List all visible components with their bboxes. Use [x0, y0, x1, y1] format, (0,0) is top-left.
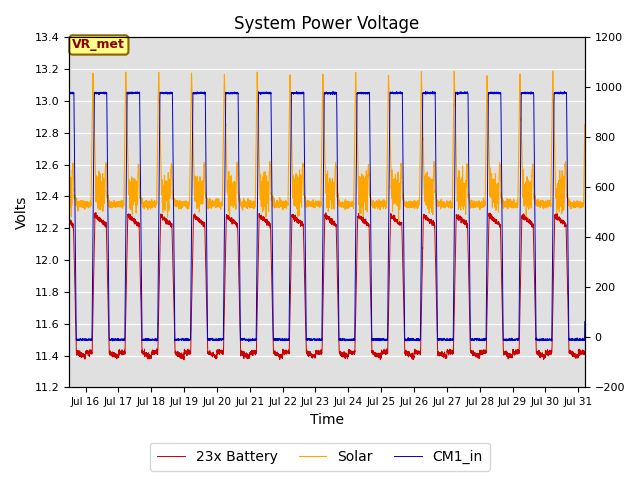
23x Battery: [490, 217, 497, 223]
CM1_in: [374, 336, 382, 342]
Solar: [395, 218, 403, 224]
23x Battery: [159, 214, 167, 220]
CM1_in: [245, 338, 253, 344]
23x Battery: [180, 357, 188, 363]
Legend: 23x Battery, Solar, CM1_in: 23x Battery, Solar, CM1_in: [150, 443, 490, 471]
Line: CM1_in: CM1_in: [69, 91, 585, 341]
23x Battery: [375, 353, 383, 359]
23x Battery: [401, 344, 408, 350]
Solar: [374, 204, 382, 209]
23x Battery: [65, 220, 73, 226]
Solar: [159, 191, 166, 196]
CM1_in: [401, 329, 408, 335]
Line: 23x Battery: 23x Battery: [69, 213, 585, 360]
CM1_in: [429, 88, 436, 94]
Solar: [401, 202, 408, 207]
CM1_in: [159, 90, 166, 96]
Title: System Power Voltage: System Power Voltage: [234, 15, 420, 33]
Solar: [65, 205, 73, 211]
23x Battery: [581, 351, 589, 357]
Solar: [581, 122, 589, 128]
Line: Solar: Solar: [69, 71, 585, 221]
23x Battery: [262, 218, 270, 224]
Y-axis label: Volts: Volts: [15, 196, 29, 229]
Text: VR_met: VR_met: [72, 38, 125, 51]
CM1_in: [490, 91, 497, 96]
23x Battery: [92, 210, 100, 216]
Solar: [262, 181, 270, 187]
X-axis label: Time: Time: [310, 413, 344, 427]
Solar: [490, 178, 497, 184]
23x Battery: [451, 316, 458, 322]
CM1_in: [65, 90, 73, 96]
Solar: [549, 68, 557, 74]
Solar: [450, 87, 458, 93]
CM1_in: [581, 319, 589, 324]
CM1_in: [451, 246, 458, 252]
CM1_in: [262, 90, 270, 96]
